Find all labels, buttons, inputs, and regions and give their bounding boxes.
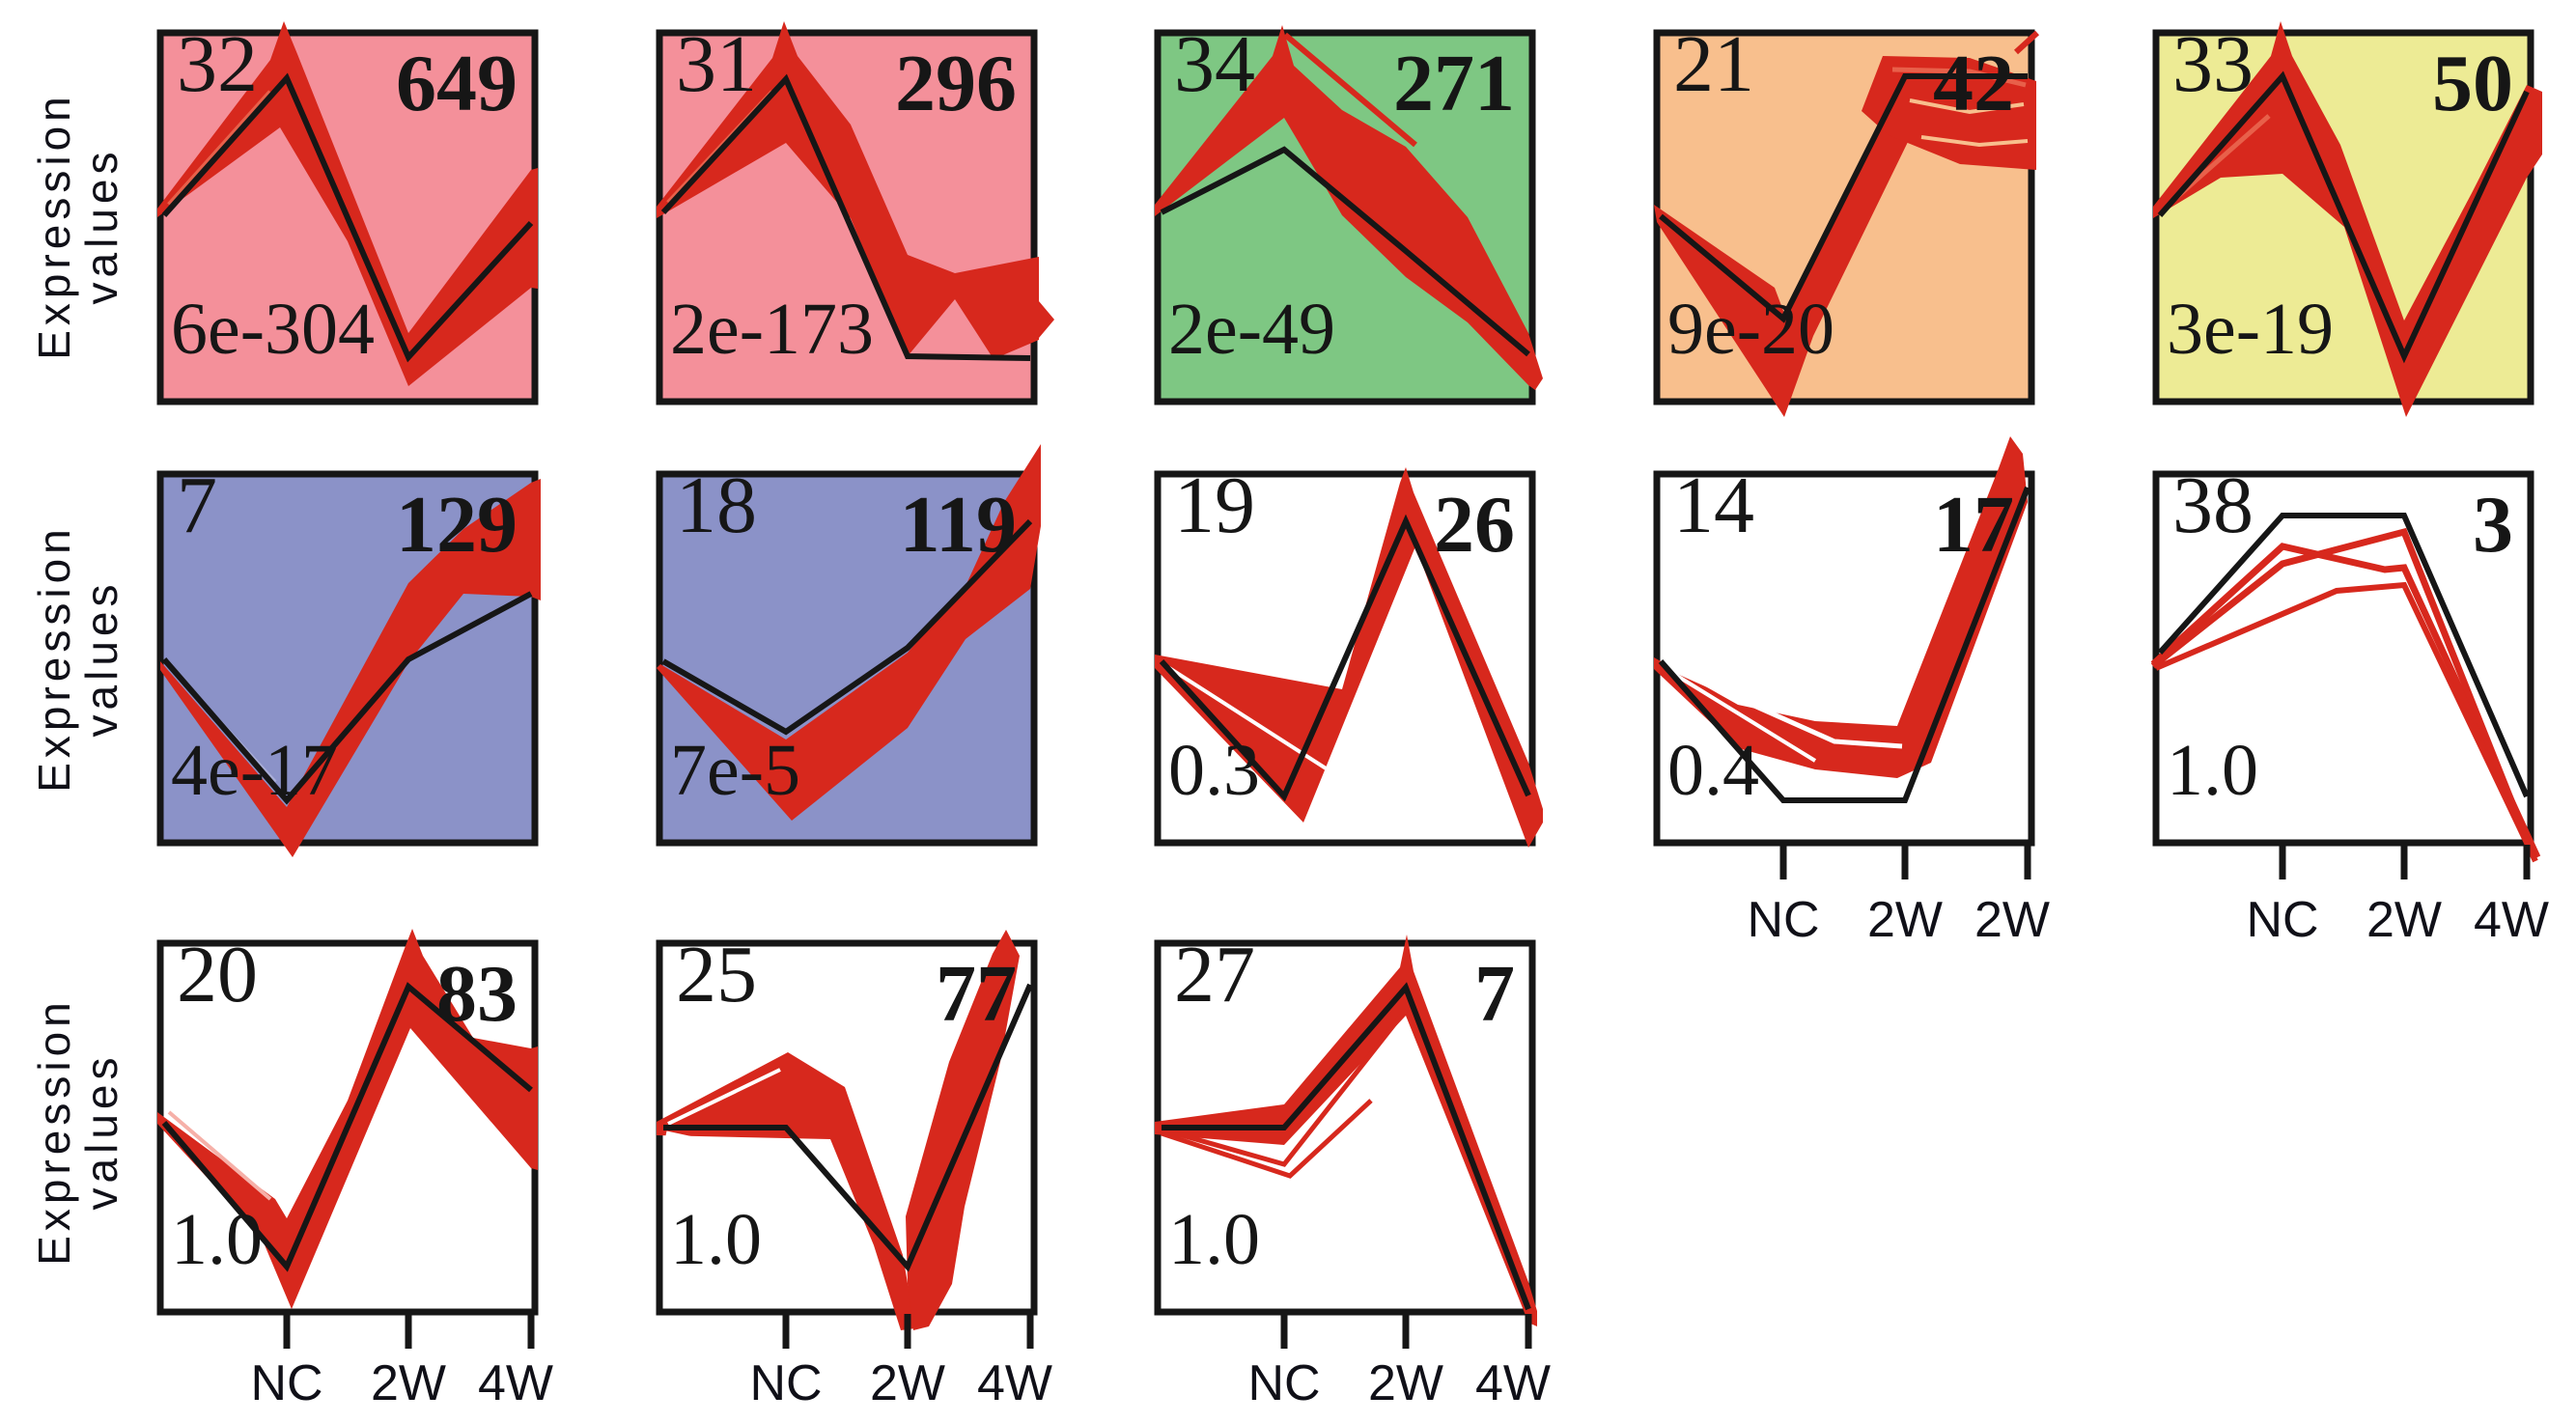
svg-text:2W: 2W: [1974, 892, 2050, 948]
svg-text:2W: 2W: [1867, 892, 1943, 948]
svg-text:6e-304: 6e-304: [171, 289, 375, 370]
svg-text:7e-5: 7e-5: [670, 730, 800, 811]
svg-text:NC: NC: [749, 1355, 822, 1411]
svg-text:Expression: Expression: [29, 92, 79, 360]
svg-text:4W: 4W: [977, 1355, 1052, 1411]
svg-text:129: 129: [396, 480, 518, 570]
svg-text:1.0: 1.0: [171, 1199, 263, 1280]
svg-text:3e-19: 3e-19: [2167, 289, 2334, 370]
svg-text:NC: NC: [1247, 1355, 1320, 1411]
svg-text:50: 50: [2432, 39, 2513, 128]
svg-text:NC: NC: [250, 1355, 322, 1411]
svg-text:77: 77: [936, 949, 1017, 1039]
svg-text:26: 26: [1434, 480, 1515, 570]
svg-text:42: 42: [1933, 39, 2014, 128]
svg-text:9e-20: 9e-20: [1667, 289, 1834, 370]
svg-text:17: 17: [1933, 480, 2014, 570]
svg-text:296: 296: [895, 39, 1017, 128]
svg-text:Expression: Expression: [29, 997, 79, 1266]
svg-text:38: 38: [2172, 460, 2254, 550]
svg-text:21: 21: [1673, 19, 1754, 109]
svg-text:2W: 2W: [1368, 1355, 1443, 1411]
svg-text:33: 33: [2172, 19, 2254, 109]
svg-text:0.3: 0.3: [1168, 730, 1260, 811]
svg-text:values: values: [76, 580, 126, 738]
svg-text:1.0: 1.0: [670, 1199, 762, 1280]
svg-text:1.0: 1.0: [1168, 1199, 1260, 1280]
svg-text:19: 19: [1174, 460, 1255, 550]
svg-text:NC: NC: [1747, 892, 1819, 948]
svg-text:34: 34: [1174, 19, 1255, 109]
svg-text:2e-49: 2e-49: [1168, 289, 1335, 370]
svg-text:32: 32: [177, 19, 258, 109]
svg-text:2W: 2W: [371, 1355, 446, 1411]
svg-text:7: 7: [1474, 949, 1515, 1039]
svg-text:4W: 4W: [478, 1355, 553, 1411]
svg-text:1.0: 1.0: [2167, 730, 2258, 811]
svg-text:0.4: 0.4: [1667, 730, 1759, 811]
svg-text:18: 18: [676, 460, 757, 550]
svg-text:2W: 2W: [2366, 892, 2442, 948]
svg-text:4W: 4W: [1475, 1355, 1551, 1411]
svg-text:20: 20: [177, 930, 258, 1019]
svg-text:14: 14: [1673, 460, 1754, 550]
svg-text:Expression: Expression: [29, 524, 79, 793]
svg-text:4e-17: 4e-17: [171, 730, 338, 811]
svg-text:25: 25: [676, 930, 757, 1019]
svg-text:649: 649: [396, 39, 518, 128]
svg-text:NC: NC: [2246, 892, 2318, 948]
svg-text:2W: 2W: [870, 1355, 945, 1411]
svg-text:31: 31: [676, 19, 757, 109]
svg-text:83: 83: [436, 949, 518, 1039]
svg-text:values: values: [76, 1053, 126, 1211]
svg-text:4W: 4W: [2474, 892, 2549, 948]
svg-text:2e-173: 2e-173: [670, 289, 874, 370]
svg-text:271: 271: [1393, 39, 1515, 128]
svg-text:7: 7: [177, 460, 217, 550]
svg-text:27: 27: [1174, 930, 1255, 1019]
svg-text:119: 119: [900, 480, 1017, 570]
svg-text:values: values: [76, 148, 126, 305]
svg-text:3: 3: [2473, 480, 2513, 570]
